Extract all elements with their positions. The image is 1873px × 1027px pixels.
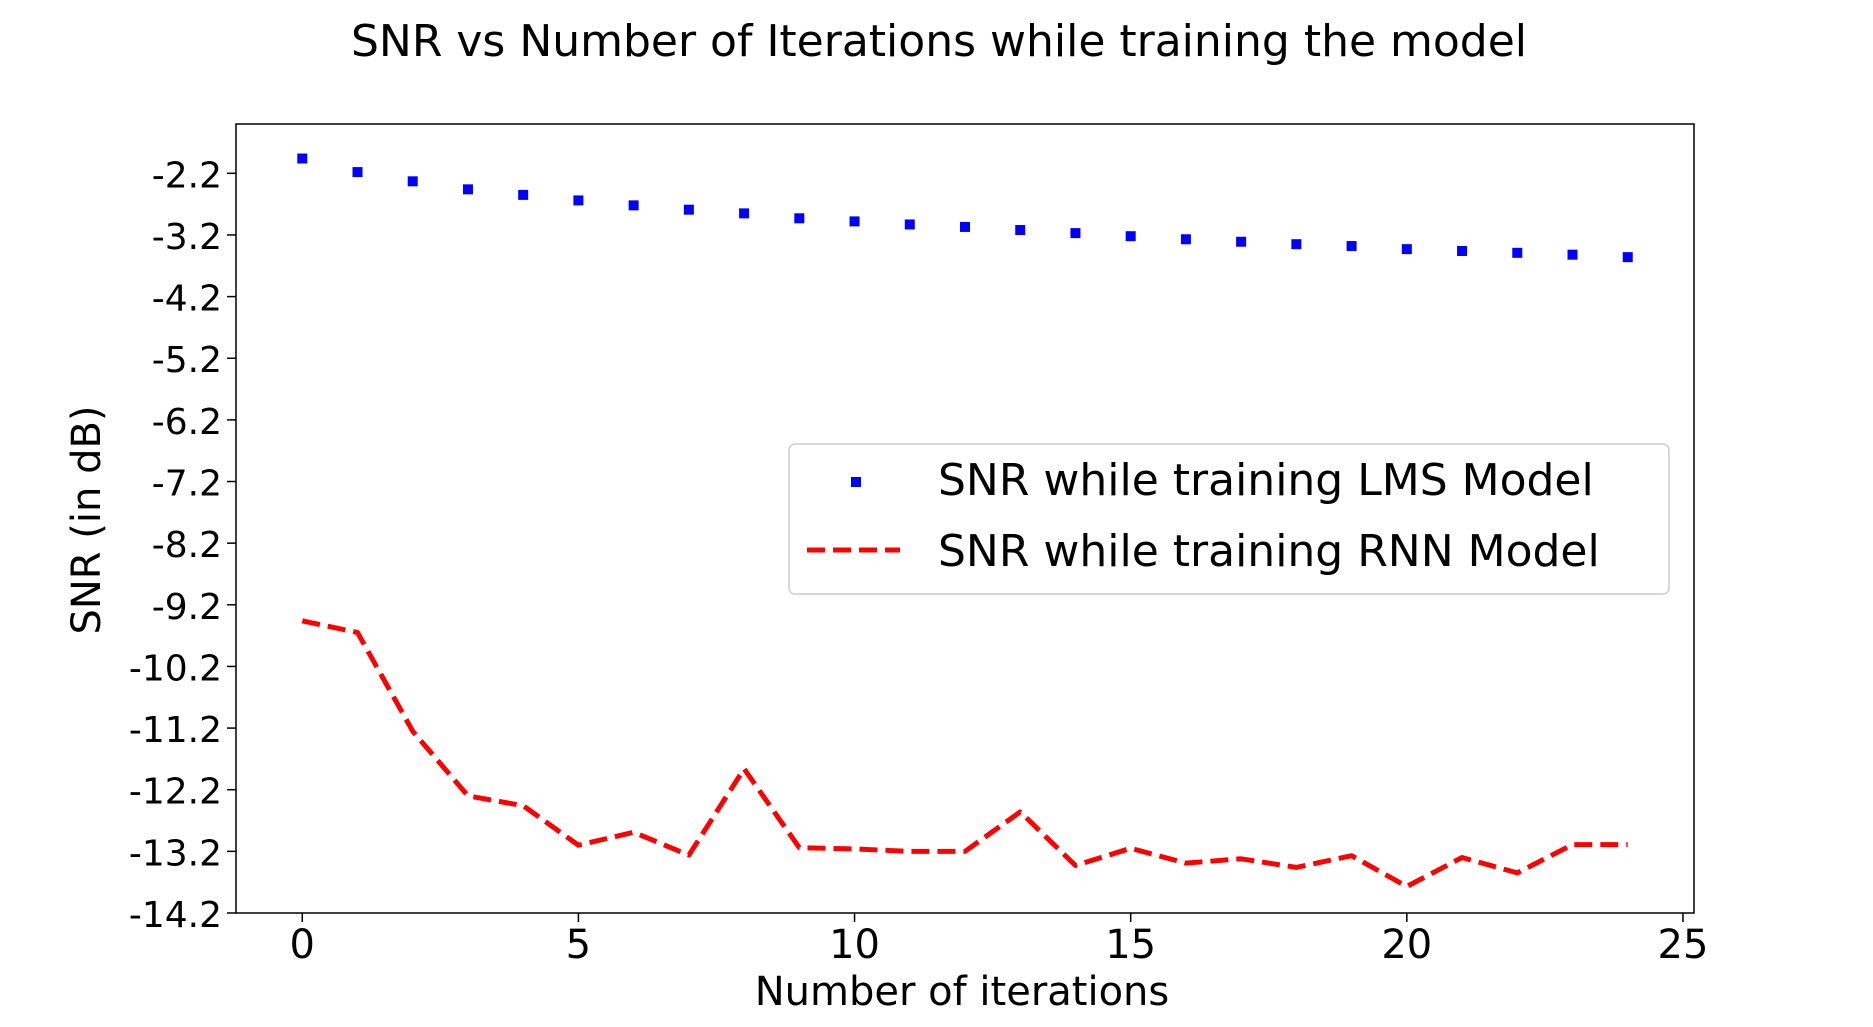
lms-point <box>1457 245 1468 256</box>
lms-point <box>352 167 363 178</box>
x-axis-label: Number of iterations <box>755 969 1170 1015</box>
y-tick-label: -4.2 <box>152 279 222 320</box>
lms-point <box>1125 231 1136 242</box>
lms-point <box>1346 241 1357 252</box>
lms-point <box>1015 225 1026 236</box>
x-tick-label: 25 <box>1658 922 1709 968</box>
series-rnn-line <box>301 618 1628 889</box>
lms-point <box>1236 236 1247 247</box>
lms-point <box>849 216 860 227</box>
y-tick-label: -13.2 <box>129 833 222 874</box>
lms-point <box>794 213 805 224</box>
y-tick-label: -5.2 <box>152 340 222 381</box>
lms-point <box>739 208 750 219</box>
lms-point <box>1401 244 1412 255</box>
x-tick-label: 15 <box>1105 922 1156 968</box>
lms-point <box>573 195 584 206</box>
lms-point <box>904 219 915 230</box>
x-tick-label: 10 <box>829 922 880 968</box>
y-tick-label: -10.2 <box>129 648 222 689</box>
legend: SNR while training LMS Model SNR while tr… <box>788 443 1670 595</box>
y-tick-label: -8.2 <box>152 525 222 566</box>
y-tick-label: -12.2 <box>129 772 222 813</box>
lms-point <box>1622 252 1633 263</box>
series-lms-markers <box>297 153 1633 263</box>
y-tick-label: -11.2 <box>129 710 222 751</box>
legend-lms-label: SNR while training LMS Model <box>938 455 1594 506</box>
chart-title: SNR vs Number of Iterations while traini… <box>351 16 1527 67</box>
lms-point <box>1070 228 1081 239</box>
plot-frame <box>235 123 1695 914</box>
y-axis-label: SNR (in dB) <box>64 405 110 634</box>
lms-point <box>1512 247 1523 258</box>
lms-point <box>518 189 529 200</box>
y-tick-label: -7.2 <box>152 464 222 505</box>
y-tick-label: -6.2 <box>152 402 222 443</box>
lms-point <box>1291 239 1302 250</box>
y-tick-label: -3.2 <box>152 217 222 258</box>
legend-rnn-label: SNR while training RNN Model <box>938 526 1600 577</box>
lms-point <box>628 200 639 211</box>
legend-lms-marker <box>851 477 861 487</box>
x-tick-label: 20 <box>1381 922 1432 968</box>
lms-point <box>407 176 418 187</box>
lms-point <box>1180 234 1191 245</box>
lms-point <box>462 184 473 195</box>
lms-point <box>683 204 694 215</box>
y-tick-label: -9.2 <box>152 587 222 628</box>
lms-point <box>297 153 308 164</box>
x-tick-label: 0 <box>290 922 315 968</box>
legend-box <box>788 443 1670 595</box>
y-tick-label: -2.2 <box>152 155 222 196</box>
lms-point <box>960 221 970 232</box>
y-tick-label: -14.2 <box>129 895 222 936</box>
x-tick-label: 5 <box>566 922 591 968</box>
lms-point <box>1567 249 1578 260</box>
